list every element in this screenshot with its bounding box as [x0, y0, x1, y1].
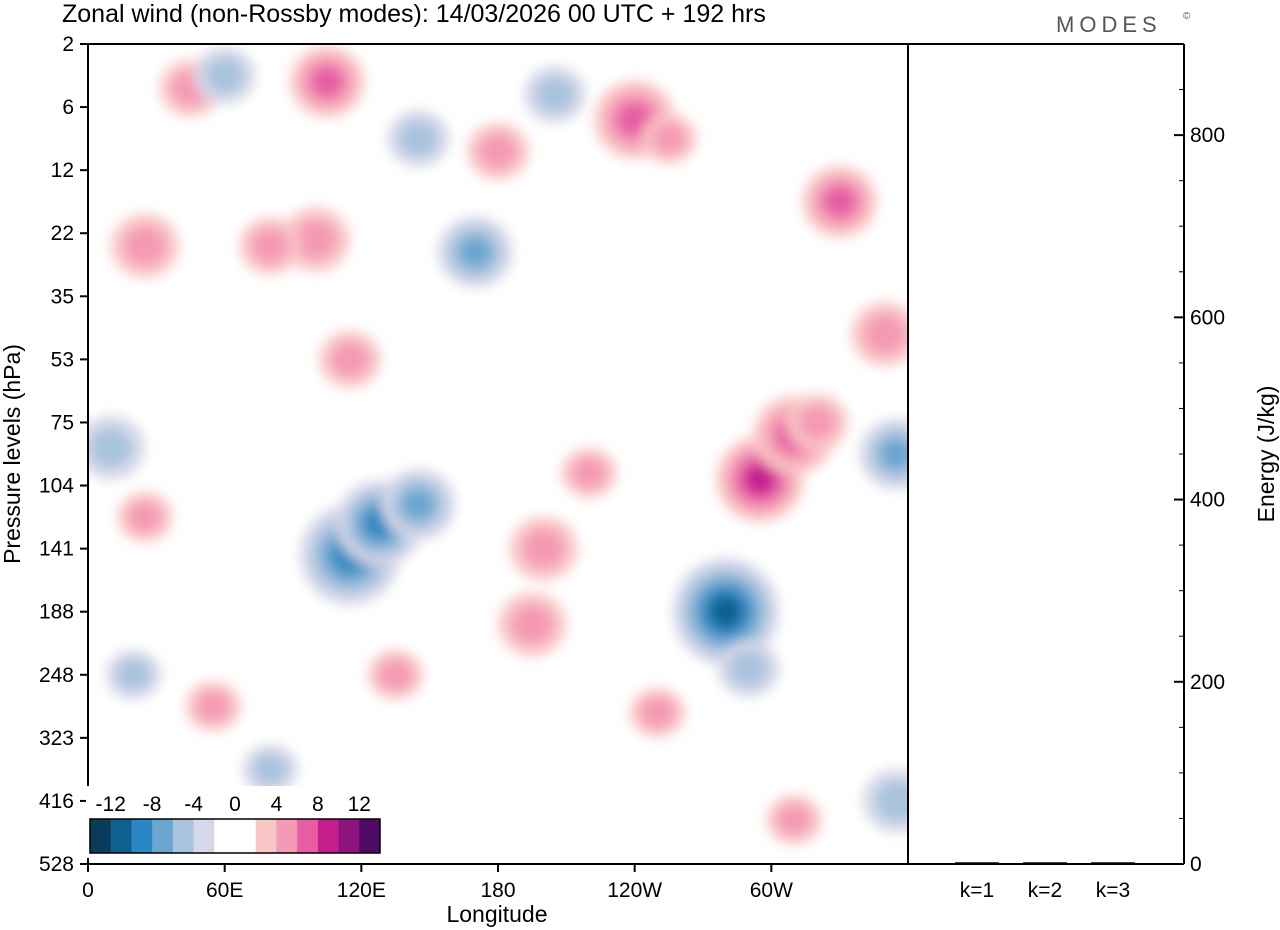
contour-blob — [880, 438, 908, 470]
colorbar-label: 4 — [271, 793, 283, 816]
colorbar-label: -12 — [96, 793, 126, 816]
main-plot-frame — [87, 43, 909, 865]
colorbar-swatch — [193, 819, 215, 853]
energy-tick-label: 600 — [1190, 306, 1225, 329]
y-tick-label: 248 — [39, 664, 74, 687]
y-tick-label: 12 — [51, 159, 74, 182]
x-tick-label: 0 — [82, 879, 94, 902]
colorbar-swatch — [214, 819, 236, 853]
contour-blob — [127, 501, 162, 533]
colorbar-frame — [89, 818, 381, 854]
energy-category-label: k=1 — [960, 879, 994, 902]
energy-axis-label: Energy (J/kg) — [1253, 386, 1279, 523]
colorbar-label: 12 — [348, 793, 371, 816]
colorbar-swatch — [152, 819, 174, 853]
energy-category-label: k=2 — [1028, 879, 1062, 902]
colorbar-swatch — [276, 819, 298, 853]
colorbar-swatch — [317, 819, 340, 853]
contour-blob — [729, 650, 768, 686]
energy-tick-label: 0 — [1190, 853, 1202, 876]
x-axis-label: Longitude — [446, 901, 547, 927]
x-tick-label: 120E — [337, 879, 386, 902]
contour-blob — [710, 596, 741, 627]
y-tick-label: 323 — [39, 727, 74, 750]
contour-blob — [458, 236, 492, 268]
contour-blob — [823, 185, 857, 218]
x-tick-label: 120W — [607, 879, 662, 902]
contour-blob — [864, 314, 907, 354]
colorbar-label: 8 — [312, 793, 324, 816]
y-axis-ticks: 2 6 12 22 35 53 75 104 141 188 248 323 416 528 — [39, 33, 88, 876]
contour-blob — [310, 66, 344, 98]
contour-blob — [744, 464, 776, 495]
y-tick-label: 75 — [51, 411, 74, 434]
brand-mark: © — [1183, 11, 1191, 22]
y-tick-label: 104 — [39, 475, 74, 498]
x-tick-label: 60E — [206, 879, 243, 902]
contour-blob — [640, 697, 675, 728]
contour-blob — [401, 488, 435, 521]
x-axis-ticks: 0 60E 120E 180 120W 60W — [82, 864, 793, 902]
y-tick-label: 53 — [51, 348, 74, 371]
contour-blob — [253, 754, 288, 785]
y-axis-label: Pressure levels (hPa) — [0, 344, 25, 564]
contour-blob — [651, 123, 686, 154]
contour-blob — [294, 219, 337, 260]
colorbar-label: -8 — [143, 793, 162, 816]
colorbar: -12 -8 -4 0 4 8 12 — [86, 786, 384, 858]
contour-blob — [777, 804, 812, 836]
y-tick-label: 141 — [39, 538, 74, 561]
energy-tick-label: 200 — [1190, 671, 1225, 694]
colorbar-swatch — [172, 819, 195, 853]
contour-blob — [875, 781, 908, 821]
contour-blob — [479, 133, 517, 169]
contour-blob — [251, 228, 290, 264]
contour-blob — [399, 121, 438, 157]
y-tick-label: 22 — [51, 222, 74, 245]
contour-blob — [330, 341, 369, 377]
colorbar-swatch — [90, 819, 112, 853]
energy-tick-label: 400 — [1190, 489, 1225, 512]
contour-blob — [797, 404, 836, 440]
colorbar-swatch — [110, 819, 132, 853]
colorbar-swatch — [359, 819, 381, 853]
brand-logo: MODES — [1056, 12, 1162, 37]
x-tick-label: 60W — [750, 879, 793, 902]
contour-blob — [535, 76, 574, 112]
y-tick-label: 416 — [39, 790, 74, 813]
x-tick-label: 180 — [480, 879, 515, 902]
energy-category-label: k=3 — [1096, 879, 1130, 902]
energy-panel: 0 200 400 600 800 k=1 k=2 k=3 — [955, 43, 1225, 902]
contour-blob — [511, 604, 554, 645]
colorbar-label: 0 — [229, 793, 241, 816]
contour-blob — [89, 427, 132, 468]
y-tick-label: 35 — [51, 285, 74, 308]
y-tick-label: 2 — [62, 33, 74, 56]
y-tick-label: 188 — [39, 601, 74, 624]
y-tick-label: 528 — [39, 853, 74, 876]
contour-blob — [572, 457, 607, 489]
contour-blob — [124, 226, 166, 266]
colorbar-swatch — [297, 819, 319, 853]
contour-blob — [205, 58, 244, 94]
chart-title: Zonal wind (non-Rossby modes): 14/03/202… — [62, 0, 766, 28]
contour-blob — [116, 659, 151, 691]
colorbar-swatch — [235, 819, 257, 853]
colorbar-label: -4 — [184, 793, 203, 816]
colorbar-swatch — [255, 819, 277, 853]
wind-contours — [88, 46, 908, 845]
contour-blob — [378, 659, 413, 691]
energy-tick-label: 800 — [1190, 124, 1225, 147]
contour-blob — [196, 691, 231, 722]
contour-blob — [522, 528, 565, 569]
colorbar-swatch — [131, 819, 153, 853]
colorbar-swatch — [338, 819, 360, 853]
contour-blob — [616, 102, 653, 138]
y-tick-label: 6 — [62, 96, 74, 119]
